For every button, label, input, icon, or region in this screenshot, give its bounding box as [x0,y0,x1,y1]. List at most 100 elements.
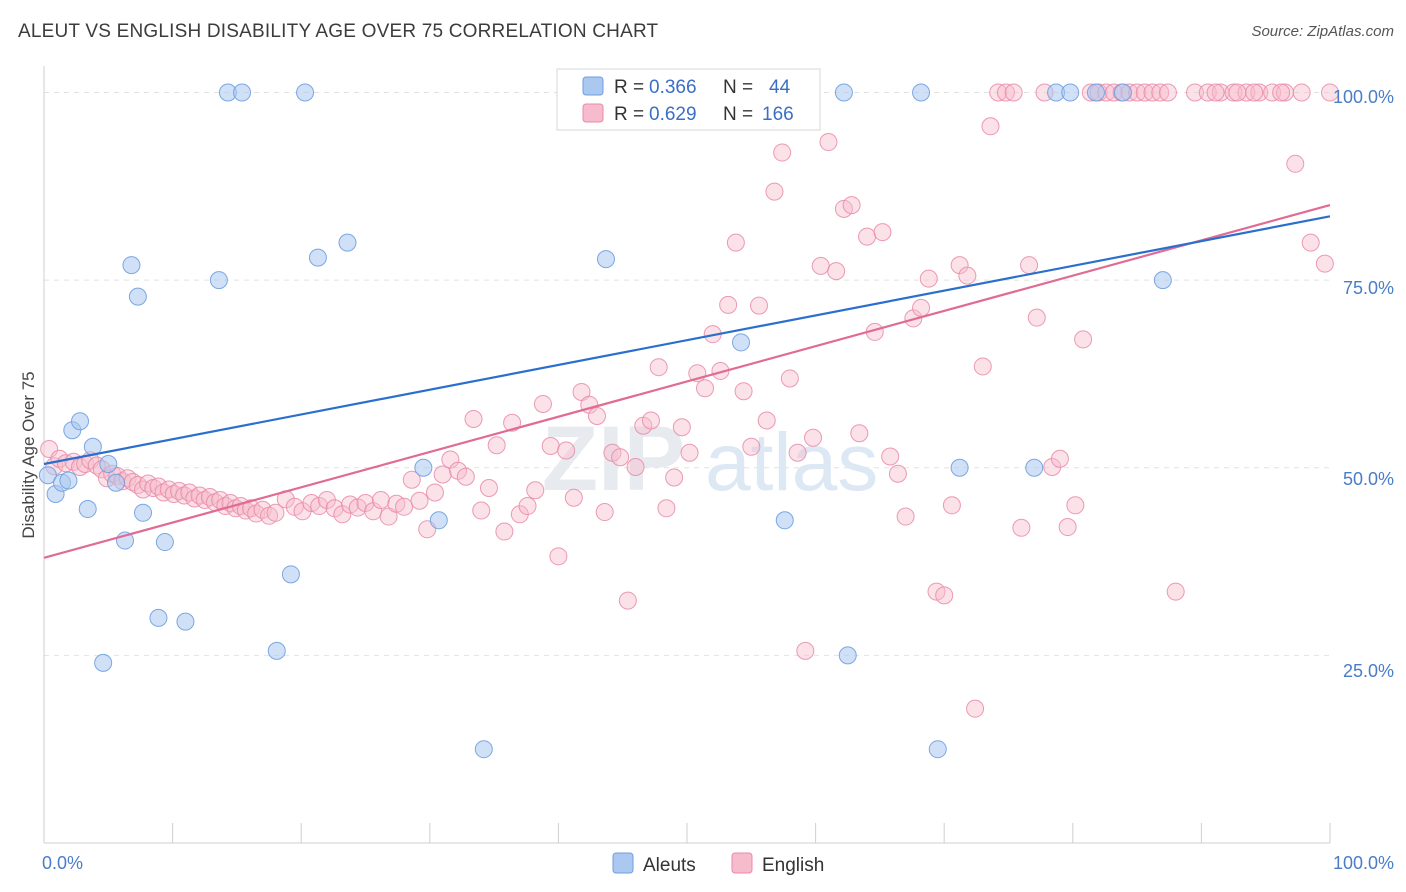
english-point [433,465,452,484]
english-point [587,406,606,425]
english-point [1058,518,1077,537]
english-point [657,499,676,518]
aleut-point [950,458,969,477]
english-point [665,468,684,487]
y-tick-label-75: 75.0% [1343,278,1394,298]
aleut-point [233,83,252,102]
aleut-point [296,83,315,102]
english-point [1315,254,1334,273]
english-point [1292,83,1311,102]
aleut-point [38,466,57,485]
aleut-point [1025,458,1044,477]
english-point [1321,83,1339,102]
english-point [919,269,938,288]
aleut-point [176,612,195,631]
english-point [827,262,846,281]
english-point [734,382,753,401]
english-point [472,501,491,520]
trendlines [43,204,1331,559]
x-tick-label-0: 0.0% [42,853,83,873]
english-n-value: 166 [762,104,794,125]
english-point [765,182,784,201]
english-points [40,83,1339,718]
aleut-point [732,333,751,352]
english-point [680,443,699,462]
english-point [557,441,576,460]
legend-aleuts-label: Aleuts [643,855,696,876]
english-point [1158,83,1177,102]
aleut-point [596,250,615,269]
gridlines [44,92,1330,656]
aleuts-trendline [43,215,1331,466]
english-point [1224,83,1243,102]
watermark-atlas: atlas [705,417,878,508]
english-point [858,227,877,246]
english-point [888,464,907,483]
english-point [1166,582,1185,601]
aleut-point [838,646,857,665]
english-point [819,133,838,152]
aleut-points [38,83,1172,759]
aleuts-legend-swatch [582,76,604,96]
aleut-point [78,500,97,519]
english-point [175,486,194,505]
y-tick-label-100: 100.0% [1333,87,1394,107]
y-tick-label-25: 25.0% [1343,661,1394,681]
y-tick-label-50: 50.0% [1343,469,1394,489]
aleut-point [94,653,113,672]
aleut-point [474,740,493,759]
english-point [495,522,514,541]
english-point [266,503,285,522]
aleut-point [1086,83,1105,102]
english-point [526,481,545,500]
english-point [742,437,761,456]
aleut-point [155,533,174,552]
english-point [1301,233,1320,252]
english-point [942,496,961,515]
english-r-label: R = [614,104,644,125]
english-r-value: 0.629 [649,104,697,125]
stats-legend: R = 0.366 N = 44 R = 0.629 N = 166 [556,68,821,131]
english-point [595,503,614,522]
english-legend-swatch [582,103,604,123]
english-point [487,436,506,455]
english-point [549,547,568,566]
english-point [518,497,537,516]
english-point [696,379,715,398]
english-point [950,256,969,275]
aleut-point [134,503,153,522]
english-point [842,196,861,215]
english-point [1050,449,1069,468]
english-point [180,483,199,502]
english-point [989,83,1008,102]
aleut-point [128,287,147,306]
english-point [788,443,807,462]
english-point [402,470,421,489]
english-point [371,491,390,510]
english-point [464,409,483,428]
aleut-point [99,455,118,474]
english-point [456,467,475,486]
aleuts-r-label: R = [614,77,644,98]
source-label: Source: ZipAtlas.com [1251,23,1394,40]
legend-english-label: English [762,855,824,876]
english-point [773,143,792,162]
english-point [1228,83,1247,102]
english-point [1012,518,1031,537]
aleut-point [912,83,931,102]
english-point [981,117,1000,136]
aleut-point [1061,83,1080,102]
aleut-point [834,83,853,102]
english-point [1135,83,1154,102]
aleut-point [775,511,794,530]
english-point [1198,83,1217,102]
english-point [1027,308,1046,327]
chart-title: ALEUT VS ENGLISH DISABILITY AGE OVER 75 … [18,21,659,42]
english-point [1074,330,1093,349]
english-point [850,424,869,443]
english-point [533,394,552,413]
aleut-point [429,511,448,530]
english-point [479,479,498,498]
legend-english-swatch [731,852,753,874]
